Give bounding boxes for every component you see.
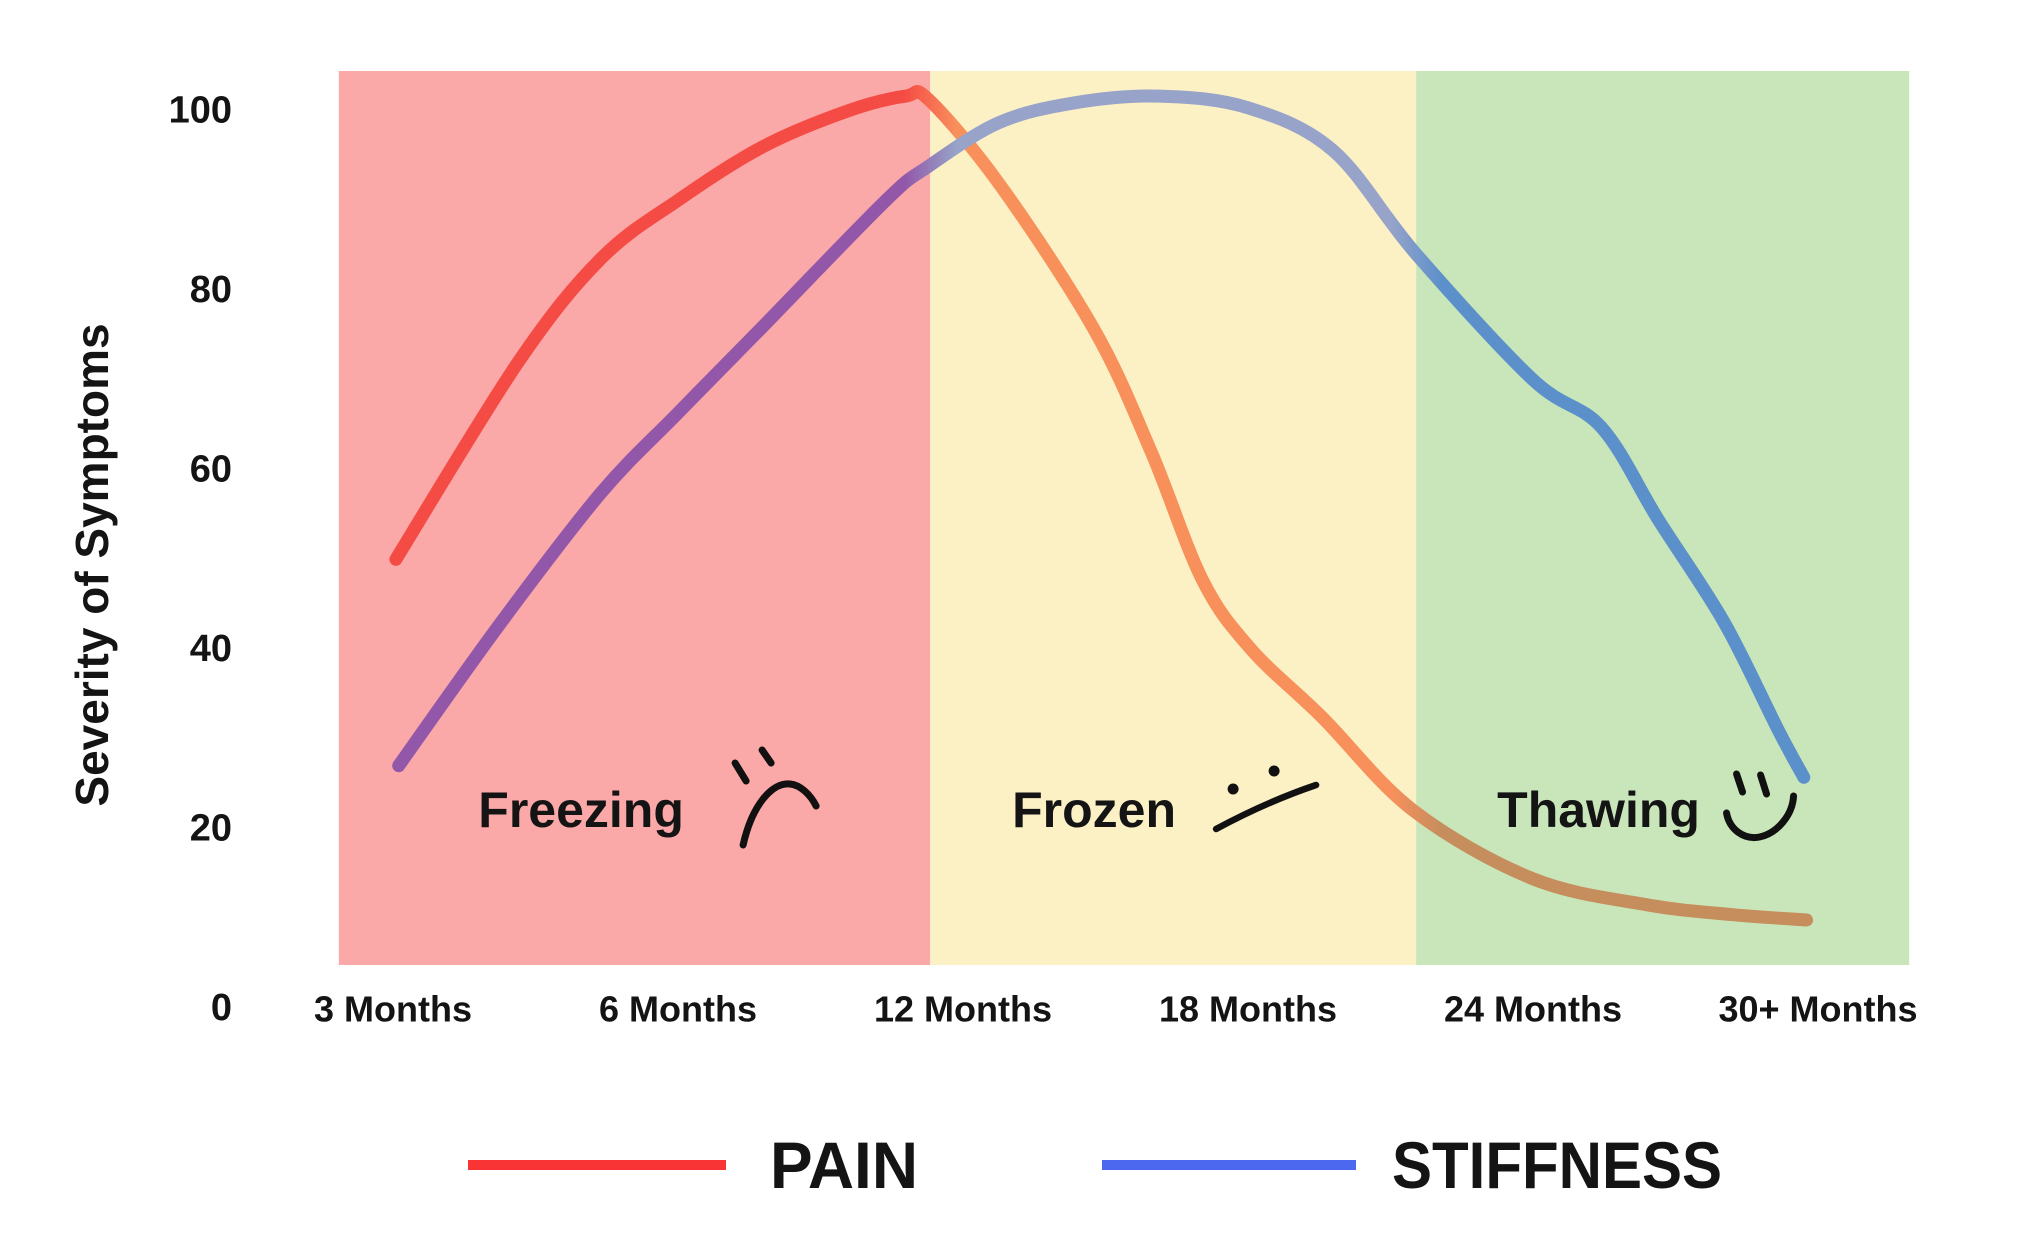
- x-tick-2: 6 Months: [599, 989, 757, 1030]
- legend: PAIN STIFFNESS: [468, 1128, 1722, 1202]
- y-tick-0: 0: [211, 987, 232, 1029]
- legend-label-pain: PAIN: [770, 1128, 918, 1202]
- phase-labels: Freezing Frozen Thawing: [478, 746, 1798, 849]
- y-axis-tick-labels: 0 20 40 60 80 100: [169, 90, 232, 1030]
- phase-band-freezing: [338, 71, 931, 965]
- x-tick-3: 12 Months: [874, 989, 1052, 1030]
- happy-face-icon: [1723, 770, 1798, 842]
- y-tick-60: 60: [190, 449, 232, 491]
- curve-stiffness: [392, 89, 1811, 784]
- x-axis-tick-labels: 3 Months 6 Months 12 Months 18 Months 24 Mon…: [314, 989, 1918, 1030]
- legend-label-stiffness: STIFFNESS: [1392, 1128, 1722, 1202]
- phase-label-freezing: Freezing: [478, 782, 684, 838]
- curve-pain: [389, 85, 1814, 927]
- x-tick-1: 3 Months: [314, 989, 472, 1030]
- x-tick-6: 30+ Months: [1718, 989, 1917, 1030]
- phase-label-frozen: Frozen: [1012, 782, 1176, 838]
- y-tick-40: 40: [190, 628, 232, 670]
- series-curves: [389, 85, 1814, 927]
- x-tick-5: 24 Months: [1444, 989, 1622, 1030]
- neutral-face-icon: [1212, 765, 1320, 833]
- y-tick-100: 100: [169, 90, 232, 132]
- phase-label-thawing: Thawing: [1497, 782, 1700, 838]
- y-tick-20: 20: [190, 808, 232, 850]
- y-axis-title: Severity of Symptoms: [66, 323, 118, 806]
- x-tick-4: 18 Months: [1159, 989, 1337, 1030]
- y-tick-80: 80: [190, 269, 232, 311]
- sad-face-icon: [731, 746, 820, 849]
